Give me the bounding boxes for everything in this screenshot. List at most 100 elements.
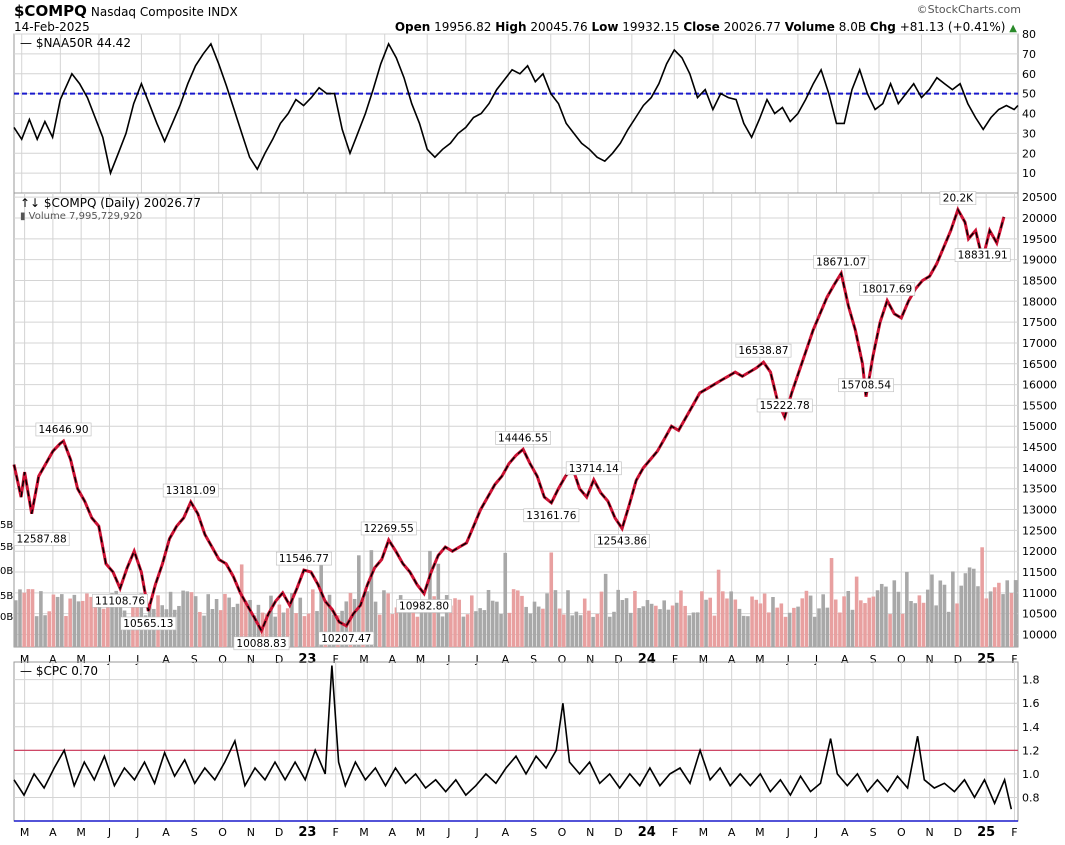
volume-tick-label: 5B bbox=[0, 591, 13, 602]
compq-month-label: O bbox=[218, 653, 227, 666]
price-annotation-label: 14446.55 bbox=[498, 432, 548, 444]
cpc-y-tick-label: 1.2 bbox=[1022, 744, 1040, 757]
volume-bar bbox=[398, 595, 403, 647]
compq-y-tick-label: 18500 bbox=[1022, 274, 1057, 287]
volume-bar bbox=[444, 595, 449, 647]
volume-bar bbox=[60, 594, 64, 647]
cpc-month-label: N bbox=[926, 826, 934, 839]
volume-bar bbox=[39, 591, 43, 647]
volume-bar bbox=[101, 608, 106, 647]
volume-bar bbox=[126, 616, 131, 647]
volume-bar bbox=[51, 594, 56, 647]
compq-month-label: M bbox=[416, 653, 426, 666]
volume-bar bbox=[382, 590, 386, 647]
volume-bar bbox=[231, 607, 236, 647]
volume-bar bbox=[725, 598, 729, 647]
volume-bar bbox=[189, 592, 194, 647]
volume-bar bbox=[386, 593, 390, 647]
volume-bar bbox=[524, 606, 528, 647]
volume-bar bbox=[888, 614, 892, 647]
compq-panel: M A M J J A S O N D 23 F M A M J J A S O N D 24 F M A M J J A S O N D 25 F1… bbox=[0, 191, 1057, 667]
volume-bar bbox=[971, 568, 976, 647]
price-annotation-box bbox=[523, 508, 580, 523]
volume-bar bbox=[114, 590, 118, 647]
compq-y-tick-label: 14000 bbox=[1022, 462, 1057, 475]
volume-bar bbox=[733, 599, 738, 647]
cpc-month-label: A bbox=[49, 826, 57, 839]
volume-bar bbox=[503, 552, 508, 647]
volume-bar bbox=[361, 597, 365, 647]
volume-bar bbox=[562, 614, 566, 647]
volume-bar bbox=[373, 601, 378, 647]
volume-bar bbox=[913, 603, 917, 647]
quote-date: 14-Feb-2025 bbox=[14, 20, 90, 34]
cpc-month-label: F bbox=[672, 826, 678, 839]
compq-month-label: A bbox=[728, 653, 736, 666]
volume-bar bbox=[407, 602, 411, 647]
compq-y-tick-label: 12500 bbox=[1022, 524, 1057, 537]
volume-bar bbox=[767, 612, 771, 647]
volume-bar bbox=[290, 593, 294, 647]
volume-bar bbox=[277, 604, 282, 647]
volume-bar bbox=[285, 608, 290, 647]
cpc-month-label: D bbox=[954, 826, 962, 839]
volume-bar bbox=[1001, 594, 1005, 647]
naa-y-tick-label: 60 bbox=[1022, 68, 1036, 81]
price-annotation-label: 18017.69 bbox=[862, 284, 912, 296]
compq-month-label: S bbox=[870, 653, 877, 666]
volume-bar bbox=[938, 580, 943, 647]
price-annotation-box bbox=[813, 255, 870, 269]
volume-bar bbox=[507, 612, 512, 647]
volume-bar bbox=[449, 605, 453, 647]
compq-month-label: 24 bbox=[638, 652, 656, 667]
price-annotation-box bbox=[594, 534, 650, 548]
volume-bar bbox=[641, 606, 646, 647]
volume-bar bbox=[867, 597, 871, 647]
compq-month-label: D bbox=[275, 653, 283, 666]
volume-bar bbox=[319, 562, 323, 647]
open-value: 19956.82 bbox=[434, 20, 492, 34]
cpc-y-tick-label: 1.6 bbox=[1022, 697, 1040, 710]
volume-bar bbox=[302, 616, 307, 647]
compq-month-label: J bbox=[446, 653, 450, 666]
compq-y-tick-label: 10000 bbox=[1022, 629, 1057, 642]
volume-bar bbox=[1009, 593, 1014, 647]
volume-bar bbox=[758, 603, 763, 647]
volume-bar bbox=[620, 599, 625, 647]
high-value: 20045.76 bbox=[530, 20, 588, 34]
volume-bar bbox=[687, 615, 692, 647]
volume-bar bbox=[223, 593, 227, 647]
volume-bar bbox=[905, 571, 909, 647]
volume-bar bbox=[804, 590, 809, 647]
price-annotation-label: 14646.90 bbox=[38, 424, 88, 436]
volume-bar bbox=[959, 585, 964, 647]
volume-bar bbox=[106, 595, 110, 647]
cpc-month-label: 25 bbox=[977, 825, 995, 840]
volume-bar bbox=[574, 611, 579, 647]
cpc-month-label: D bbox=[275, 826, 283, 839]
cpc-month-label: 23 bbox=[298, 825, 316, 840]
volume-bar bbox=[469, 595, 474, 647]
volume-bar bbox=[43, 615, 47, 647]
volume-bar bbox=[465, 614, 470, 647]
naa50r-panel: 10 20 30 40 50 60 70 80 — $NAA50R 44.42 bbox=[13, 28, 1036, 194]
compq-month-label: F bbox=[672, 653, 678, 666]
price-annotation-box bbox=[495, 430, 551, 445]
price-annotation-label: 13714.14 bbox=[569, 463, 619, 475]
volume-bar bbox=[670, 605, 675, 647]
cpc-month-label: J bbox=[107, 826, 111, 839]
volume-bar bbox=[34, 616, 39, 647]
compq-y-tick-label: 13000 bbox=[1022, 504, 1057, 517]
stockcharts-logo[interactable]: ©StockCharts.com bbox=[916, 3, 1021, 16]
cpc-y-tick-label: 1.0 bbox=[1022, 768, 1040, 781]
volume-bar bbox=[26, 589, 31, 647]
cpc-month-label: J bbox=[474, 826, 478, 839]
compq-y-tick-label: 19000 bbox=[1022, 254, 1057, 267]
volume-bar bbox=[976, 586, 980, 647]
volume-bar bbox=[746, 616, 750, 647]
volume-bar bbox=[545, 593, 549, 647]
volume-bar bbox=[80, 600, 85, 647]
volume-bar bbox=[474, 611, 478, 647]
volume-bar bbox=[578, 615, 583, 647]
